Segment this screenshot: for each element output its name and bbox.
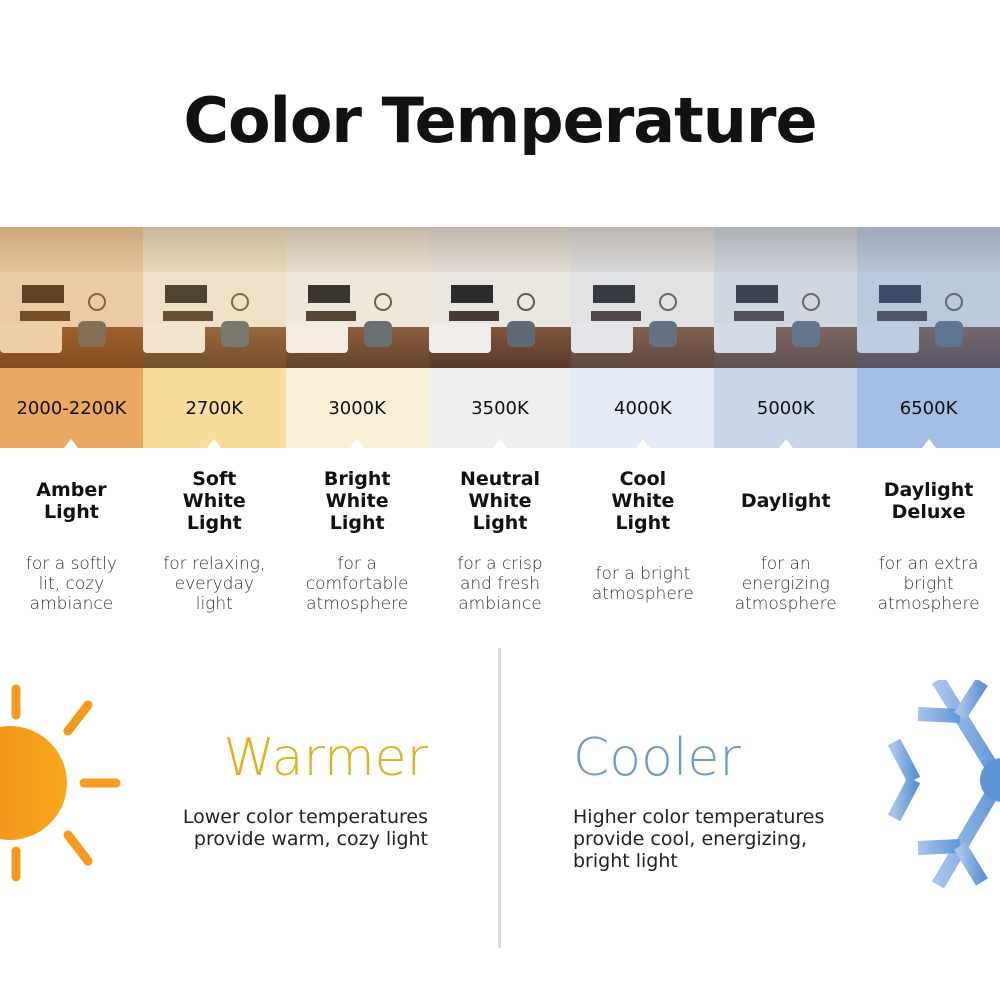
temperature-name: Daylight Deluxe (883, 479, 974, 523)
temperature-name: Neutral White Light (459, 468, 541, 534)
kelvin-label: 2700K (185, 397, 244, 419)
temperature-column: 3500K Neutral White Light for a crisp an… (428, 227, 572, 614)
kelvin-label: 5000K (756, 397, 815, 419)
cooler-heading: Cooler (573, 728, 741, 788)
temperature-description: for an extra bright atmosphere (877, 554, 980, 614)
temperature-column: 3000K Bright White Light for a comfortab… (285, 227, 429, 614)
temperature-column: 4000K Cool White Light for a bright atmo… (571, 227, 715, 614)
temperature-column: 2700K Soft White Light for relaxing, eve… (142, 227, 286, 614)
temperature-name: Soft White Light (182, 468, 246, 534)
warmer-text: Lower color temperatures provide warm, c… (182, 806, 428, 850)
kelvin-band: 2700K (142, 368, 286, 448)
temperature-name: Bright White Light (323, 468, 391, 534)
kelvin-label: 4000K (614, 397, 672, 419)
room-photo (285, 227, 429, 368)
room-photo (714, 227, 858, 368)
temperature-column: 5000K Daylight for an energizing atmosph… (714, 227, 858, 614)
kelvin-band: 5000K (714, 368, 858, 448)
temperature-name: Amber Light (36, 479, 107, 523)
page-title: Color Temperature (183, 84, 817, 157)
kelvin-label: 3000K (328, 397, 386, 419)
kelvin-label: 2000-2200K (16, 397, 127, 419)
kelvin-label: 3500K (471, 397, 529, 419)
kelvin-band: 4000K (571, 368, 715, 448)
temperature-description: for a softly lit, cozy ambiance (25, 554, 117, 614)
kelvin-band: 2000-2200K (0, 368, 143, 448)
cooler-text: Higher color temperatures provide cool, … (573, 806, 825, 872)
temperature-name: Cool White Light (611, 468, 675, 534)
kelvin-band: 3000K (285, 368, 429, 448)
room-photo (142, 227, 286, 368)
temperature-column: 6500K Daylight Deluxe for an extra brigh… (857, 227, 1000, 614)
temperature-columns: 2000-2200K Amber Light for a softly lit,… (0, 227, 1000, 614)
room-photo (857, 227, 1000, 368)
sun-icon (0, 684, 121, 882)
room-photo (428, 227, 572, 368)
kelvin-label: 6500K (899, 397, 958, 419)
temperature-description: for relaxing, everyday light (163, 554, 266, 614)
temperature-description: for a bright atmosphere (591, 564, 694, 604)
room-photo (571, 227, 715, 368)
warmer-heading: Warmer (223, 728, 428, 788)
temperature-name: Daylight (740, 490, 831, 512)
divider (498, 648, 501, 948)
temperature-column: 2000-2200K Amber Light for a softly lit,… (0, 227, 143, 614)
room-photo (0, 227, 143, 368)
kelvin-band: 3500K (428, 368, 572, 448)
temperature-description: for an energizing atmosphere (734, 554, 837, 614)
temperature-description: for a crisp and fresh ambiance (457, 554, 543, 614)
kelvin-band: 6500K (857, 368, 1000, 448)
temperature-description: for a comfortable atmosphere (305, 554, 409, 614)
snowflake-icon (874, 680, 1000, 889)
